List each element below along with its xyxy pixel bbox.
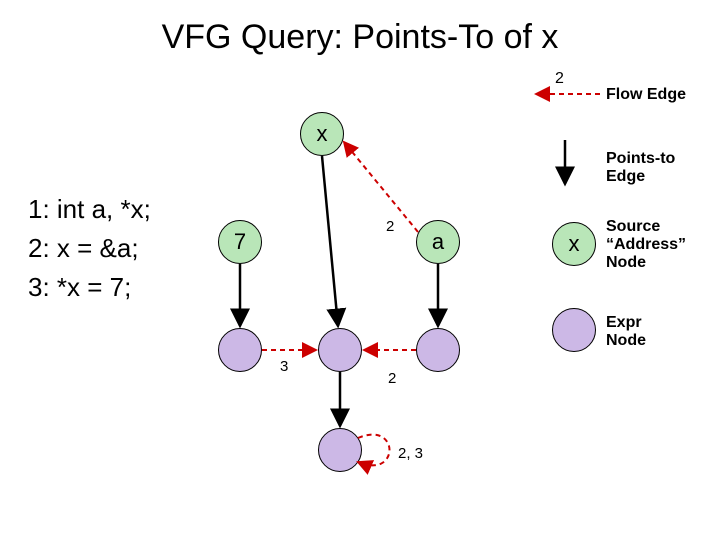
node-x: x <box>300 112 344 156</box>
edge-label-2b: 2 <box>388 370 396 387</box>
edge-label-2a: 2 <box>386 218 394 235</box>
node-a-label: a <box>432 229 444 255</box>
legend-src-node: x <box>552 222 596 266</box>
node-e4 <box>318 428 362 472</box>
page-title: VFG Query: Points-To of x <box>0 18 720 57</box>
legend-pt-label: Points-to Edge <box>606 150 675 186</box>
node-7: 7 <box>218 220 262 264</box>
edge-label-23: 2, 3 <box>398 445 423 462</box>
code-line-2: 2: x = &a; <box>28 229 151 268</box>
code-line-3: 3: *x = 7; <box>28 268 151 307</box>
legend-src-label: Source “Address” Node <box>606 218 686 272</box>
node-x-label: x <box>317 121 328 147</box>
legend-flow-label: Flow Edge <box>606 86 686 104</box>
node-e3 <box>416 328 460 372</box>
node-e2 <box>318 328 362 372</box>
legend-expr-label: Expr Node <box>606 314 646 350</box>
legend-expr-node <box>552 308 596 352</box>
edge-label-3: 3 <box>280 358 288 375</box>
node-7-label: 7 <box>234 229 246 255</box>
code-block: 1: int a, *x; 2: x = &a; 3: *x = 7; <box>28 190 151 307</box>
legend-flow-num: 2 <box>555 70 564 88</box>
node-e1 <box>218 328 262 372</box>
node-a: a <box>416 220 460 264</box>
code-line-1: 1: int a, *x; <box>28 190 151 229</box>
legend-src-x: x <box>569 231 580 257</box>
